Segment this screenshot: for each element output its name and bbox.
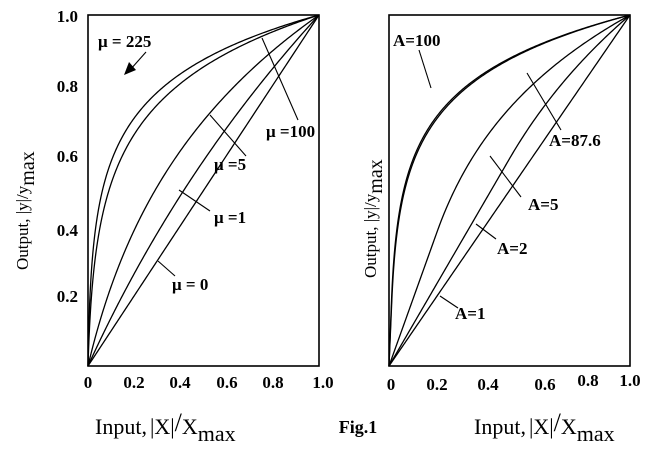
x-tick-label: 0.6 xyxy=(216,373,237,392)
mu-100-label: μ =100 xyxy=(266,122,315,141)
mu-5-leader xyxy=(209,114,247,157)
mu-law-x-ticks: 0 0.2 0.4 0.6 0.8 1.0 xyxy=(84,373,334,392)
mu-law-x-axis-label: Input, |X|/Xmax xyxy=(95,408,236,446)
mu-curve-3 xyxy=(87,14,320,367)
a-5-label: A=5 xyxy=(528,195,558,214)
x-tick-label: 1.0 xyxy=(312,373,333,392)
mu-0-leader xyxy=(157,260,176,277)
a-curve-1 xyxy=(388,14,631,366)
mu-law-plot-frame xyxy=(87,14,320,367)
a-law-x-ticks: 0 0.2 0.4 0.6 0.8 1.0 xyxy=(387,371,641,394)
a-100-label: A=100 xyxy=(393,31,440,50)
mu-law-y-axis-label: Output, |y|/ymax xyxy=(13,151,39,270)
mu-curve-1 xyxy=(87,14,320,366)
a-5-leader xyxy=(489,155,522,198)
x-tick-label: 0 xyxy=(387,375,396,394)
a-law-y-axis-label: Output, |y|/ymax xyxy=(361,159,387,278)
a-law-chart: 0 0.2 0.4 0.6 0.8 1.0 Output, |y|/ymax I… xyxy=(361,14,641,446)
y-tick-label: 0.8 xyxy=(57,77,78,96)
a-1-label: A=1 xyxy=(455,304,485,323)
a-2-label: A=2 xyxy=(497,239,527,258)
mu-225-label: μ = 225 xyxy=(98,32,151,51)
mu-curve-4 xyxy=(87,14,320,367)
a-87-6-label: A=87.6 xyxy=(549,131,601,150)
mu-5-label: μ =5 xyxy=(214,155,246,174)
a-law-curve-labels: A=100 A=87.6 A=5 A=2 A=1 xyxy=(393,31,601,323)
mu-225-arrowhead xyxy=(124,62,136,75)
y-tick-label: 0.4 xyxy=(57,221,79,240)
a-law-x-axis-label: Input, |X|/Xmax xyxy=(474,408,615,446)
y-tick-label: 1.0 xyxy=(57,7,78,26)
y-tick-label: 0.6 xyxy=(57,147,78,166)
x-tick-label: 0 xyxy=(84,373,93,392)
y-tick-label: 0.2 xyxy=(57,287,78,306)
a-curve-3 xyxy=(388,14,631,367)
mu-law-chart: 1.0 0.8 0.6 0.4 0.2 0 0.2 0.4 0.6 0.8 1.… xyxy=(13,7,334,446)
x-tick-label: 0.8 xyxy=(262,373,283,392)
x-tick-label: 1.0 xyxy=(619,371,640,390)
a-2-leader xyxy=(475,223,497,240)
x-tick-label: 0.2 xyxy=(426,375,447,394)
mu-1-leader xyxy=(178,189,211,212)
a-curve-2 xyxy=(388,14,631,367)
mu-curve-0 xyxy=(87,14,320,366)
a-law-plot-frame xyxy=(388,14,631,367)
mu-curve-2 xyxy=(87,14,320,367)
x-tick-label: 0.8 xyxy=(577,371,598,390)
a-100-leader xyxy=(418,49,432,89)
mu-1-label: μ =1 xyxy=(214,208,246,227)
mu-law-curves xyxy=(87,14,320,367)
figure-caption: Fig.1 xyxy=(339,417,378,437)
mu-law-y-ticks: 1.0 0.8 0.6 0.4 0.2 xyxy=(57,7,79,306)
x-tick-label: 0.6 xyxy=(534,375,555,394)
mu-law-curve-labels: μ = 225 μ =100 μ =5 μ =1 μ = 0 xyxy=(98,32,315,294)
mu-100-leader xyxy=(261,37,299,121)
x-tick-label: 0.2 xyxy=(123,373,144,392)
x-tick-label: 0.4 xyxy=(477,375,499,394)
a-1-leader xyxy=(439,295,459,309)
x-tick-label: 0.4 xyxy=(169,373,191,392)
a-87-6-leader xyxy=(526,72,562,131)
mu-0-label: μ = 0 xyxy=(172,275,208,294)
